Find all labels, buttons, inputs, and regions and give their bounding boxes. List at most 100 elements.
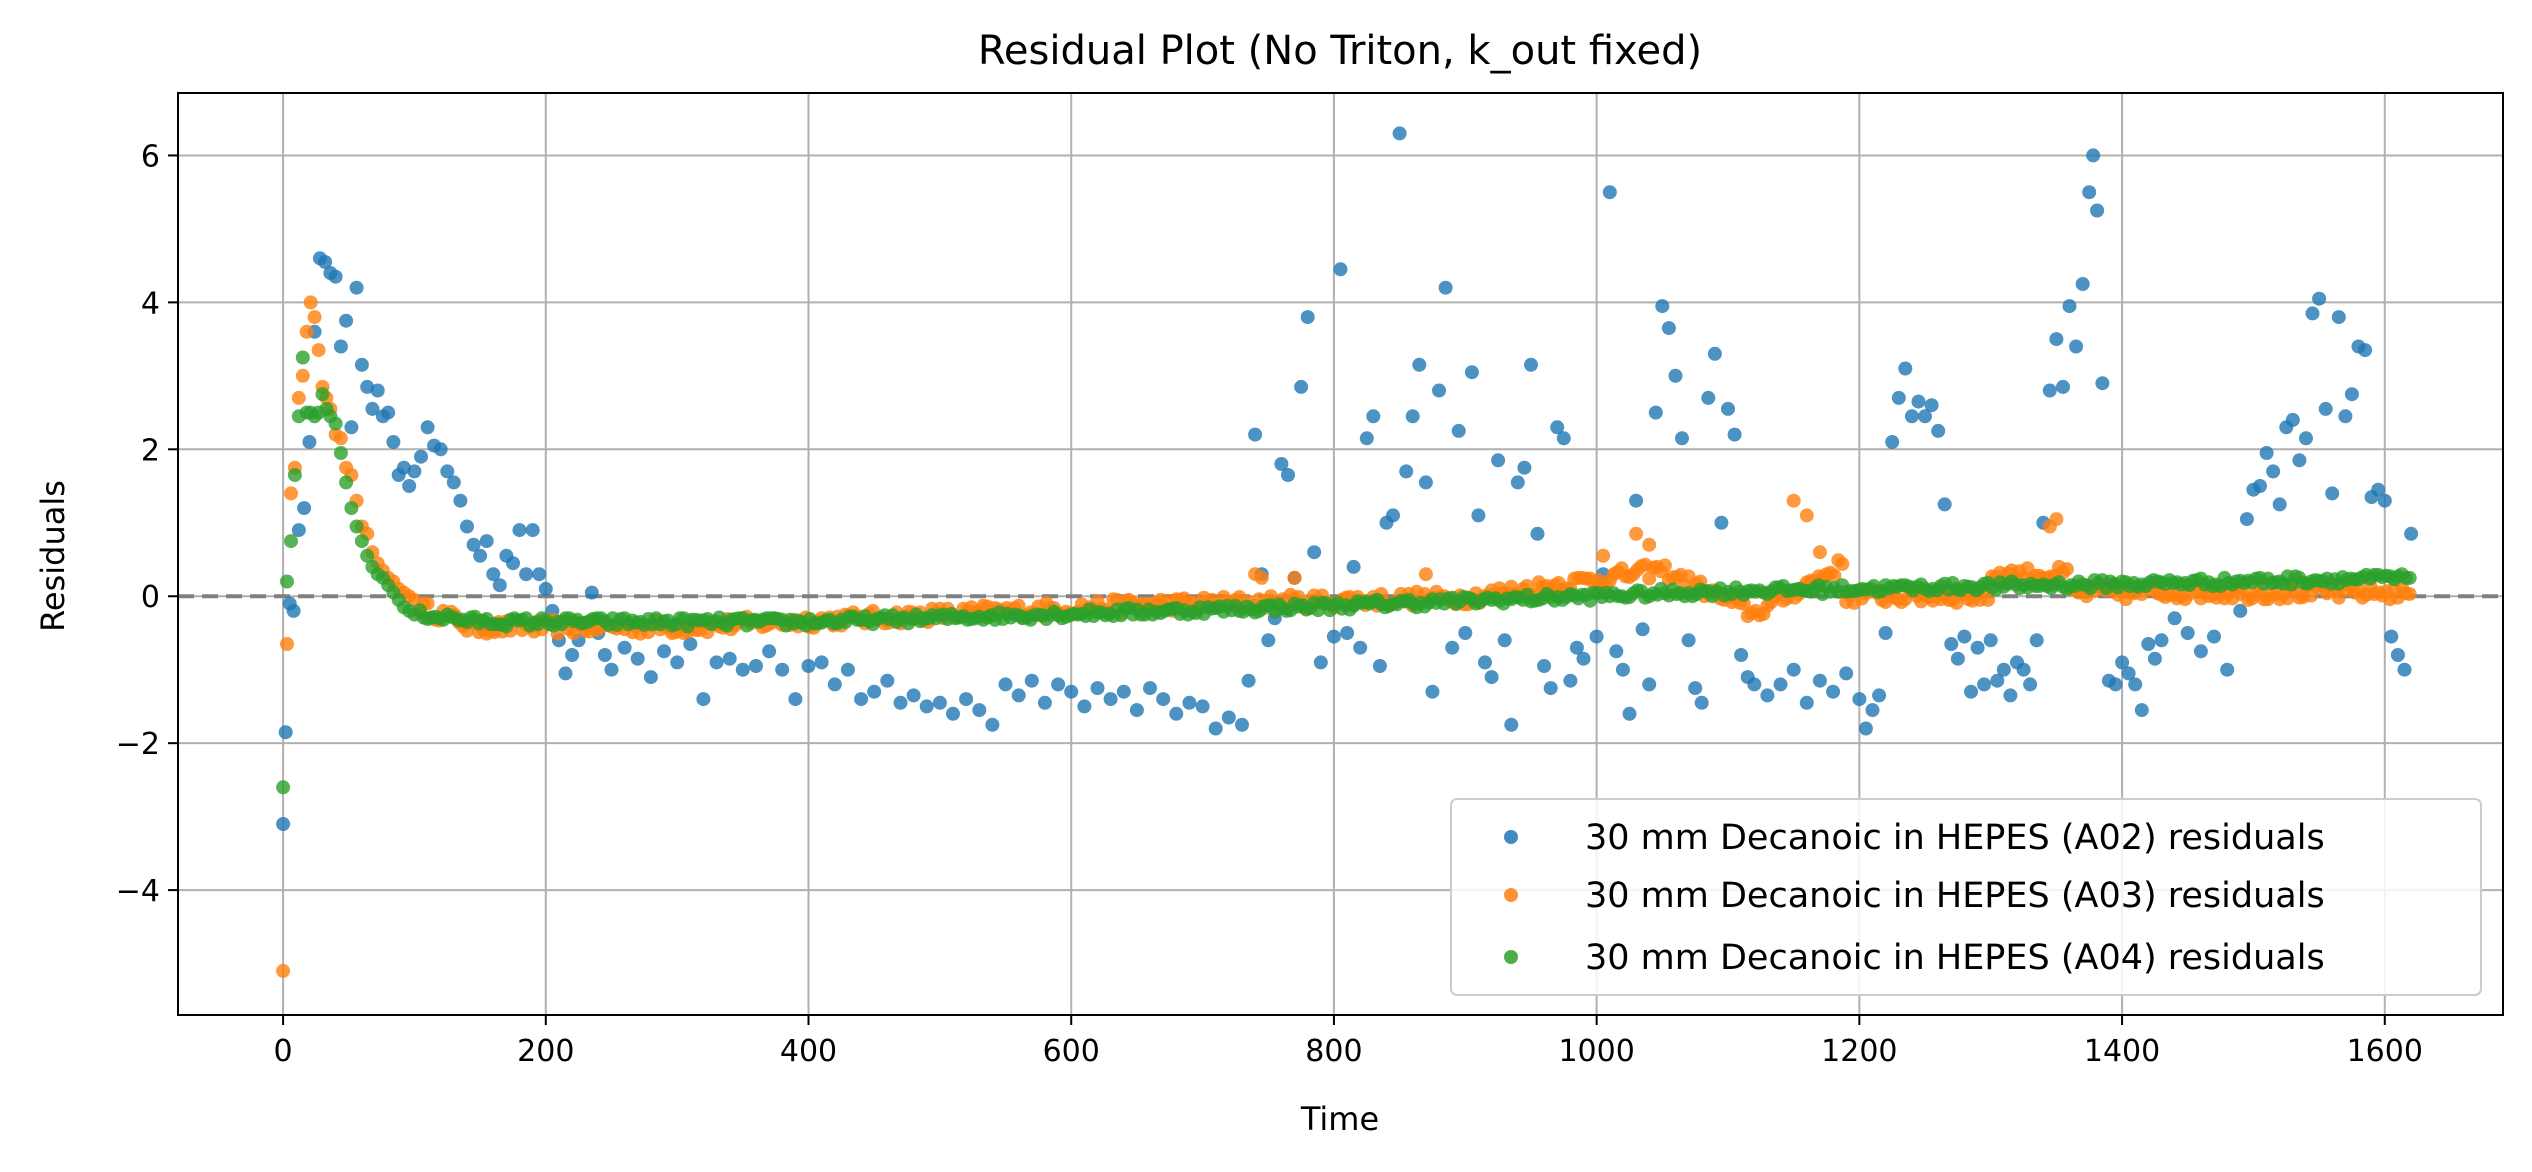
scatter-point [1517, 460, 1532, 475]
scatter-point [2062, 299, 2077, 314]
scatter-point [985, 717, 1000, 732]
scatter-point [2239, 512, 2254, 527]
scatter-point [1143, 681, 1157, 696]
scatter-point [2272, 497, 2287, 512]
scatter-point [1602, 185, 1617, 200]
scatter-point [893, 695, 908, 710]
scatter-point [1648, 405, 1663, 420]
scatter-point [2059, 562, 2074, 577]
y-tick-label: −4 [116, 874, 160, 909]
scatter-point [788, 692, 803, 707]
scatter-point [1865, 703, 1880, 718]
scatter-point [1981, 592, 1996, 607]
scatter-point [1556, 431, 1571, 446]
scatter-point [1734, 648, 1749, 662]
scatter-point [512, 523, 527, 538]
scatter-point [1786, 662, 1801, 677]
scatter-point [2402, 587, 2417, 601]
scatter-point [1773, 677, 1788, 692]
scatter-point [801, 659, 816, 673]
scatter-point [1392, 126, 1407, 141]
scatter-point [360, 548, 375, 563]
legend: 30 mm Decanoic in HEPES (A02) residuals … [1450, 798, 2482, 996]
x-axis-label: Time [1300, 1100, 1379, 1138]
scatter-point [1340, 626, 1355, 640]
scatter-point [519, 567, 534, 582]
scatter-point [1530, 526, 1545, 541]
scatter-point [1944, 637, 1959, 651]
scatter-point [1990, 673, 2005, 688]
scatter-point [360, 379, 375, 394]
scatter-point [2049, 332, 2064, 347]
scatter-point [558, 666, 573, 681]
scatter-point [1438, 280, 1453, 295]
scatter-point [354, 357, 369, 372]
scatter-point [1366, 409, 1381, 424]
scatter-point [440, 464, 455, 479]
scatter-point [2331, 310, 2346, 325]
scatter-point [1924, 398, 1939, 413]
scatter-point [1432, 383, 1446, 398]
scatter-point [1714, 515, 1729, 530]
scatter-point [2377, 493, 2392, 508]
legend-label-a03: 30 mm Decanoic in HEPES (A03) residuals [1585, 876, 2325, 916]
scatter-point [1418, 567, 1433, 582]
scatter-point [365, 401, 380, 416]
scatter-point [1891, 390, 1906, 405]
scatter-point [1596, 548, 1611, 563]
scatter-point [2147, 651, 2162, 666]
scatter-point [386, 435, 401, 449]
scatter-point [1701, 390, 1716, 405]
scatter-point [284, 534, 298, 549]
scatter-point [1090, 681, 1105, 696]
scatter-point [1254, 570, 1269, 585]
scatter-point [284, 486, 298, 501]
scatter-point [1281, 468, 1295, 482]
scatter-point [1287, 570, 1302, 585]
series-2 [276, 350, 2417, 795]
scatter-point [2090, 203, 2105, 218]
y-axis-ticks: −4 −2 0 2 4 6 [116, 139, 178, 909]
scatter-point [1937, 497, 1952, 512]
scatter-point [1550, 420, 1565, 435]
scatter-point [1353, 640, 1368, 655]
scatter-point [565, 648, 580, 662]
scatter-point [1563, 673, 1578, 688]
scatter-point [2402, 570, 2417, 585]
scatter-point [295, 350, 310, 365]
scatter-point [1721, 401, 1735, 416]
scatter-point [460, 519, 474, 534]
scatter-point [1307, 545, 1322, 560]
scatter-point [276, 817, 291, 831]
x-tick-label: 600 [1043, 1034, 1100, 1069]
scatter-point [775, 662, 790, 677]
scatter-points [276, 126, 2419, 978]
scatter-point [2266, 464, 2281, 479]
scatter-point [1024, 673, 1039, 688]
scatter-point [538, 581, 553, 596]
scatter-point [2384, 629, 2399, 644]
scatter-point [643, 670, 658, 685]
scatter-point [1011, 688, 1026, 703]
scatter-point [2220, 662, 2235, 677]
scatter-point [2371, 482, 2386, 497]
scatter-point [1051, 677, 1066, 692]
scatter-point [302, 435, 317, 449]
scatter-point [1852, 692, 1867, 707]
scatter-point [630, 651, 645, 666]
scatter-point [1983, 633, 1998, 648]
scatter-point [1642, 537, 1657, 552]
scatter-point [486, 567, 501, 582]
scatter-point [286, 603, 301, 618]
scatter-point [1918, 409, 1932, 424]
scatter-point [2233, 603, 2248, 618]
scatter-point [670, 655, 685, 670]
scatter-point [2115, 655, 2130, 670]
scatter-point [1904, 409, 1919, 424]
scatter-point [1835, 556, 1850, 571]
scatter-point [1412, 357, 1427, 372]
scatter-point [2108, 677, 2123, 692]
scatter-point [1235, 717, 1249, 732]
scatter-point [1326, 629, 1341, 644]
scatter-point [2180, 626, 2195, 640]
